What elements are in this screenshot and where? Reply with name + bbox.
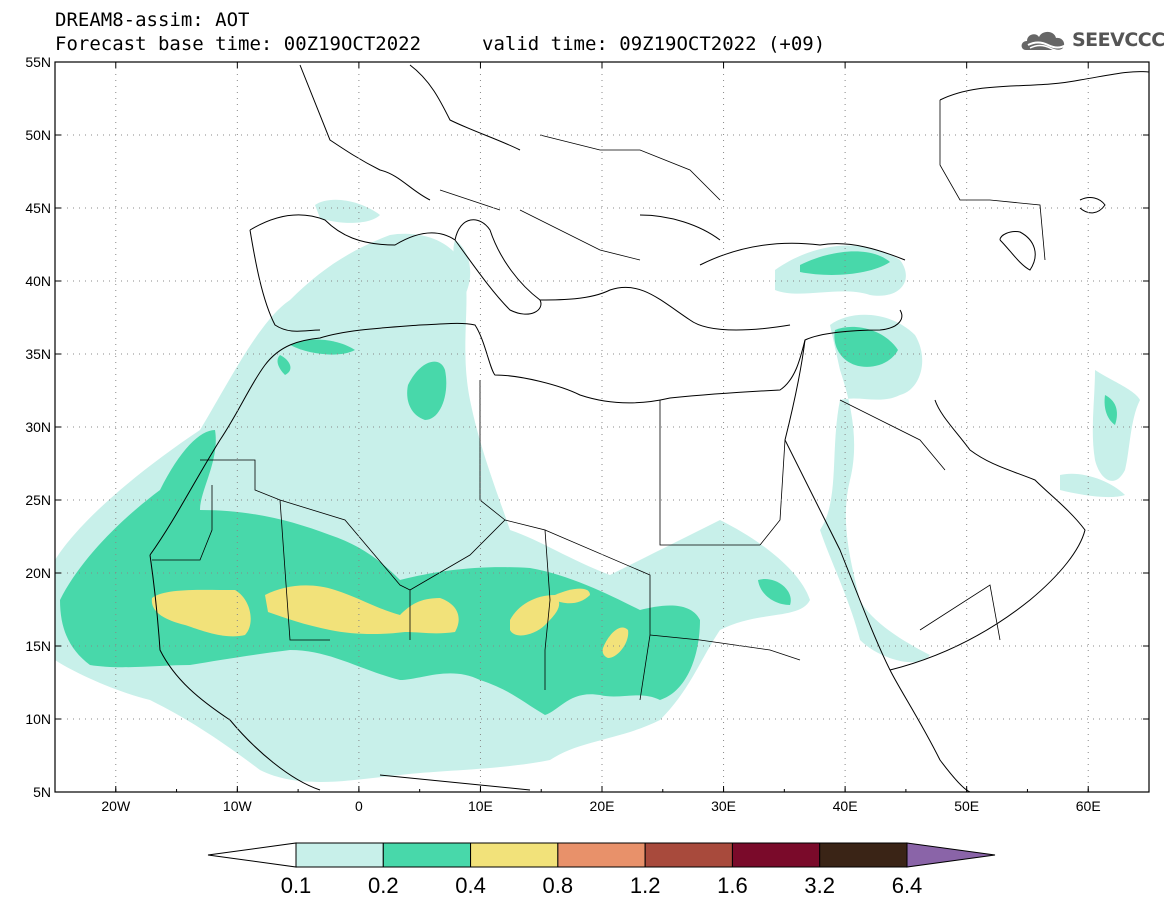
lat-label: 50N	[25, 127, 51, 143]
colorbar-box	[470, 842, 559, 868]
valid-time: valid time: 09Z19OCT2022 (+09)	[482, 33, 826, 55]
colorbar-under-triangle	[207, 842, 297, 868]
lat-label: 40N	[25, 273, 51, 289]
lon-label: 10E	[468, 798, 493, 814]
longitude-labels: 20W 10W 0 10E 20E 30E 40E 50E 60E	[101, 798, 1100, 814]
lon-label: 30E	[711, 798, 736, 814]
colorbar-box	[557, 842, 646, 868]
colorbar-box	[295, 842, 384, 868]
colorbar-box	[731, 842, 821, 868]
lat-label: 35N	[25, 346, 51, 362]
lat-label: 5N	[33, 784, 51, 800]
lon-label: 10W	[223, 798, 253, 814]
colorbar-over-triangle	[906, 842, 996, 868]
colorbar-threshold-label: 1.6	[717, 873, 748, 898]
colorbar-threshold-label: 6.4	[892, 873, 923, 898]
colorbar-box	[819, 842, 908, 868]
colorbar-threshold-label: 0.8	[543, 873, 574, 898]
lat-label: 15N	[25, 638, 51, 654]
axis-ticks	[54, 61, 1150, 793]
colorbar-box	[382, 842, 472, 868]
coastlines	[149, 64, 1149, 792]
lon-label: 40E	[833, 798, 858, 814]
lon-label: 50E	[954, 798, 979, 814]
colorbar-threshold-label: 0.1	[281, 873, 312, 898]
colorbar-box	[644, 842, 733, 868]
latitude-labels: 55N 50N 45N 40N 35N 30N 25N 20N 15N 10N 5N	[25, 54, 51, 800]
colorbar-threshold-label: 3.2	[804, 873, 835, 898]
cloud-icon	[1021, 31, 1067, 52]
lat-label: 25N	[25, 492, 51, 508]
forecast-base-time: Forecast base time: 00Z19OCT2022	[55, 33, 422, 55]
map-area	[55, 62, 1149, 792]
lon-label: 0	[355, 798, 363, 814]
lat-label: 45N	[25, 200, 51, 216]
colorbar-labels: 0.1 0.2 0.4 0.8 1.2 1.6 3.2 6.4	[281, 873, 923, 898]
logo-text: SEEVCCC	[1072, 29, 1165, 51]
model-title: DREAM8-assim: AOT	[55, 9, 250, 31]
graticule	[55, 62, 1149, 792]
colorbar-threshold-label: 0.4	[455, 873, 486, 898]
lon-label: 20E	[590, 798, 615, 814]
lon-label: 20W	[101, 798, 131, 814]
colorbar-threshold-label: 0.2	[368, 873, 399, 898]
lon-label: 60E	[1076, 798, 1101, 814]
colorbar	[207, 842, 996, 868]
seevccc-logo: SEEVCCC	[1018, 24, 1165, 56]
lat-label: 55N	[25, 54, 51, 70]
borders	[152, 100, 1046, 701]
lat-label: 20N	[25, 565, 51, 581]
colorbar-threshold-label: 1.2	[630, 873, 661, 898]
lat-label: 10N	[25, 711, 51, 727]
lat-label: 30N	[25, 419, 51, 435]
